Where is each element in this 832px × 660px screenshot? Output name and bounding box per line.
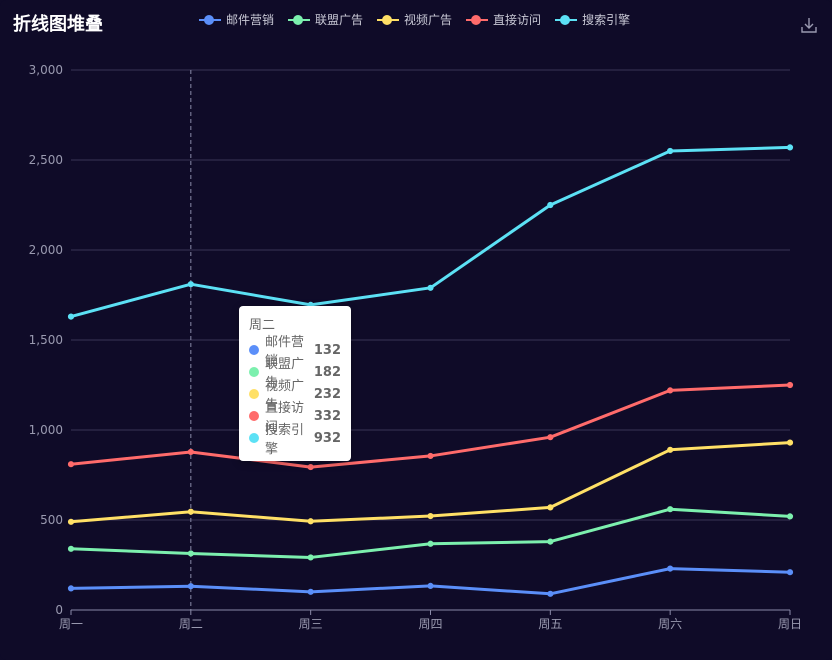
- tooltip-marker: [249, 345, 259, 355]
- chart-title: 折线图堆叠: [13, 14, 103, 35]
- x-tick-label: 周五: [538, 617, 562, 631]
- tooltip-row: 联盟广告 182: [249, 357, 341, 391]
- x-tick-label: 周四: [418, 617, 442, 631]
- data-point: [786, 439, 794, 446]
- legend-swatch: [555, 14, 578, 26]
- legend-label: 联盟广告: [315, 13, 364, 27]
- data-point: [307, 463, 314, 471]
- data-point: [67, 461, 75, 468]
- data-point: [187, 281, 194, 288]
- x-tick-label: 周二: [179, 617, 203, 631]
- data-point: [547, 590, 554, 597]
- tooltip-series-name: 视频广告: [265, 379, 305, 413]
- tooltip-value: 182: [313, 364, 341, 380]
- data-point: [667, 147, 674, 155]
- x-tick-label: 周一: [59, 617, 83, 631]
- y-tick-label: 2,500: [29, 153, 63, 167]
- tooltip-value: 132: [313, 342, 341, 358]
- data-point: [427, 540, 434, 547]
- tooltip-series-name: 邮件营销: [265, 335, 305, 369]
- data-point: [667, 506, 674, 513]
- tooltip-rows: 邮件营销 132 联盟广告 182 视频广告 232 直接访问 332 搜索引擎 932: [249, 335, 341, 457]
- tooltip-marker: [249, 411, 259, 421]
- data-point: [667, 446, 674, 453]
- data-point: [547, 434, 554, 441]
- data-point: [427, 284, 434, 291]
- tooltip-marker: [249, 389, 259, 399]
- tooltip-series-name: 联盟广告: [265, 357, 305, 391]
- x-tick-label: 周六: [658, 617, 682, 631]
- tooltip-marker: [249, 367, 259, 377]
- tooltip-row: 邮件营销 132: [249, 335, 341, 369]
- legend-label: 直接访问: [493, 13, 542, 27]
- legend-item[interactable]: 邮件营销: [199, 11, 274, 28]
- data-point: [187, 508, 194, 515]
- tooltip-series-name: 直接访问: [265, 401, 305, 435]
- data-point: [786, 381, 794, 389]
- legend-swatch: [199, 14, 221, 26]
- tooltip-row: 搜索引擎 932: [249, 423, 341, 457]
- series-line: [70, 145, 791, 319]
- legend-item[interactable]: 联盟广告: [288, 11, 363, 28]
- legend-swatch: [288, 14, 311, 26]
- data-point: [427, 452, 434, 460]
- data-point: [786, 513, 794, 520]
- data-point: [786, 569, 794, 576]
- x-tick-label: 周三: [299, 617, 323, 631]
- legend-label: 邮件营销: [226, 13, 275, 27]
- legend-label: 视频广告: [404, 13, 453, 27]
- tooltip: 周二 邮件营销 132 联盟广告 182 视频广告 232 直接访问 332 搜索引擎 932: [239, 306, 351, 461]
- data-point: [547, 201, 554, 209]
- data-point: [187, 583, 194, 590]
- data-point: [427, 582, 434, 589]
- data-point: [307, 554, 314, 561]
- data-point: [786, 144, 794, 151]
- tooltip-row: 视频广告 232: [249, 379, 341, 413]
- data-point: [547, 538, 554, 545]
- y-tick-label: 0: [55, 603, 63, 617]
- y-tick-label: 500: [40, 513, 63, 527]
- y-tick-label: 3,000: [29, 63, 63, 77]
- tooltip-series-name: 搜索引擎: [265, 423, 305, 457]
- data-point: [187, 550, 194, 557]
- tooltip-marker: [249, 433, 259, 443]
- tooltip-value: 932: [313, 430, 341, 446]
- data-point: [67, 518, 75, 525]
- data-point: [307, 588, 314, 595]
- data-point: [427, 512, 434, 520]
- tooltip-title: 周二: [249, 318, 276, 333]
- tooltip-value: 232: [313, 386, 341, 402]
- data-point: [67, 545, 75, 552]
- x-tick-label: 周日: [778, 617, 802, 631]
- legend: 邮件营销 联盟广告 视频广告 直接访问 搜索引擎: [199, 11, 630, 28]
- data-point: [547, 504, 554, 511]
- tooltip-value: 332: [313, 408, 341, 424]
- download-icon[interactable]: [800, 16, 818, 34]
- tooltip-row: 直接访问 332: [249, 401, 341, 435]
- legend-label: 搜索引擎: [582, 13, 631, 27]
- data-point: [667, 387, 674, 394]
- legend-swatch: [377, 14, 400, 26]
- y-tick-label: 1,500: [29, 333, 63, 347]
- legend-swatch: [466, 14, 489, 26]
- legend-item[interactable]: 搜索引擎: [555, 11, 630, 28]
- data-point: [667, 565, 674, 572]
- legend-item[interactable]: 直接访问: [466, 11, 541, 28]
- data-point: [187, 448, 194, 456]
- series-line: [70, 567, 791, 596]
- y-tick-label: 1,000: [29, 423, 63, 437]
- y-tick-label: 2,000: [29, 243, 63, 257]
- legend-item[interactable]: 视频广告: [377, 11, 452, 28]
- data-point: [67, 313, 75, 320]
- data-point: [307, 518, 314, 525]
- data-point: [67, 585, 75, 592]
